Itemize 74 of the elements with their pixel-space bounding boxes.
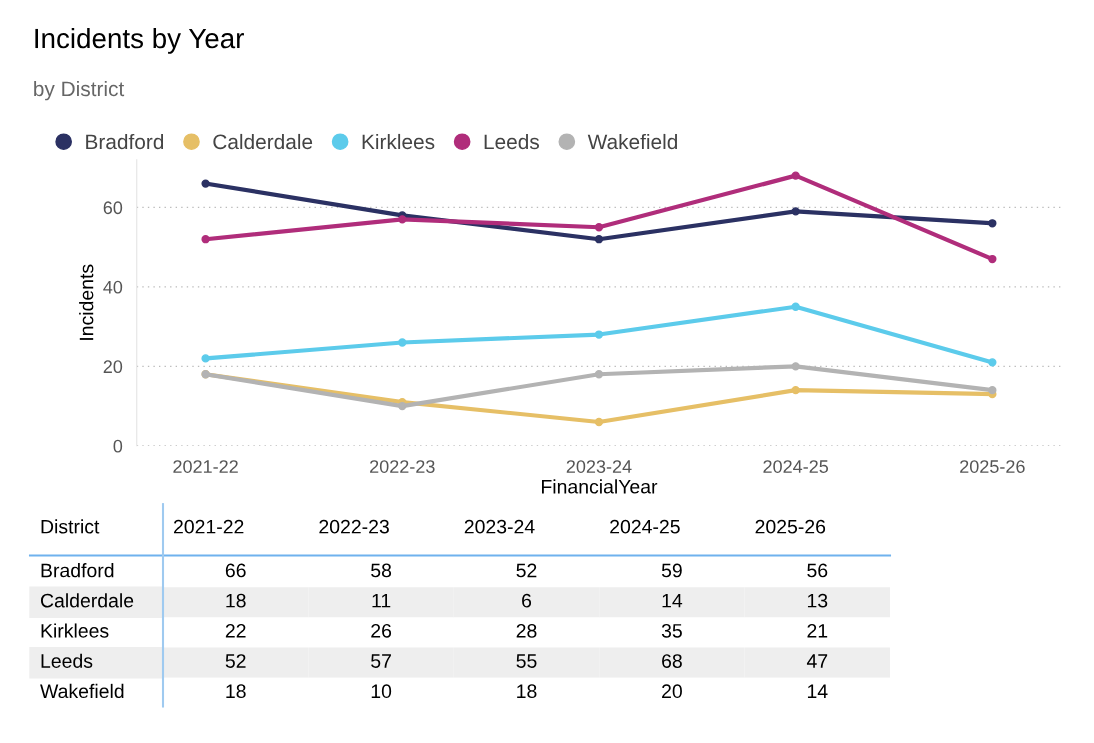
point [594, 223, 604, 232]
y-tick-label: 0 [113, 439, 123, 453]
point [201, 235, 210, 244]
point [594, 417, 604, 427]
point [791, 362, 800, 371]
data-label: 66 [225, 563, 246, 578]
y-tick-label: Kirklees [41, 623, 109, 638]
legend-label: Kirklees [362, 133, 435, 150]
legend-label: Leeds [484, 133, 539, 150]
data-label: 20 [662, 684, 682, 699]
x-tick-label: 2024-25 [763, 460, 829, 473]
data-label: 28 [516, 623, 537, 638]
y-axis-title: District [41, 519, 100, 534]
point [398, 401, 407, 411]
y-tick-label: 40 [103, 280, 123, 294]
x-tick-label: 2022-23 [370, 460, 435, 473]
data-label: 18 [517, 684, 537, 699]
data-label: 47 [806, 654, 828, 668]
y-tick-label: Bradford [41, 563, 114, 578]
y-tick-label: 20 [103, 360, 123, 374]
point [988, 358, 997, 367]
x-axis-title: FinancialYear [542, 479, 658, 494]
y-tick-label: Calderdale [40, 593, 134, 608]
y-tick-label: Wakefield [40, 683, 124, 699]
legend-label: Calderdale [213, 133, 313, 150]
x-tick-label: 2021-22 [173, 460, 238, 473]
x-tick-label: 2025-26 [755, 519, 826, 534]
point [594, 235, 604, 244]
point [201, 179, 210, 188]
x-tick-label: 2025-26 [960, 460, 1025, 473]
point [988, 386, 997, 395]
point [398, 338, 407, 347]
data-label: 26 [371, 623, 392, 638]
data-label: 11 [372, 593, 391, 608]
x-tick-label: 2022-23 [319, 519, 389, 534]
point [988, 219, 997, 228]
data-label: 14 [662, 593, 683, 608]
data-label: 57 [371, 654, 391, 668]
x-tick-label: 2023-24 [566, 460, 632, 473]
point [594, 370, 604, 379]
data-label: 22 [225, 623, 246, 638]
data-label: 52 [516, 563, 537, 578]
y-axis-title: Incidents [79, 264, 94, 340]
chart-subtitle: by District [34, 80, 125, 101]
point [791, 207, 800, 216]
data-label: 18 [226, 684, 246, 699]
y-tick-label: 60 [103, 201, 123, 215]
data-label: 58 [371, 563, 392, 578]
data-label: 56 [807, 563, 828, 578]
point [398, 215, 407, 224]
data-label: 18 [226, 593, 246, 608]
data-label: 68 [662, 654, 682, 668]
x-tick-label: 2024-25 [610, 519, 680, 534]
x-tick-label: 2023-24 [464, 519, 535, 534]
point [791, 302, 800, 311]
data-label: 10 [371, 684, 392, 699]
data-label: 35 [661, 623, 682, 638]
point [988, 254, 997, 264]
x-tick-label: 2021-22 [173, 519, 244, 534]
data-label: 14 [807, 684, 828, 698]
data-label: 6 [522, 593, 532, 608]
data-label: 52 [225, 654, 246, 668]
chart-title: Incidents by Year [35, 27, 244, 54]
point [791, 386, 800, 395]
legend-label: Bradford [86, 133, 164, 150]
data-label: 13 [807, 593, 828, 608]
y-tick-label: Leeds [41, 653, 93, 668]
legend-label: Wakefield [587, 133, 677, 150]
data-label: 21 [807, 623, 828, 638]
point [791, 171, 800, 180]
data-label: 59 [661, 563, 682, 578]
point [594, 330, 604, 339]
point [201, 354, 210, 363]
data-label: 55 [516, 654, 537, 668]
